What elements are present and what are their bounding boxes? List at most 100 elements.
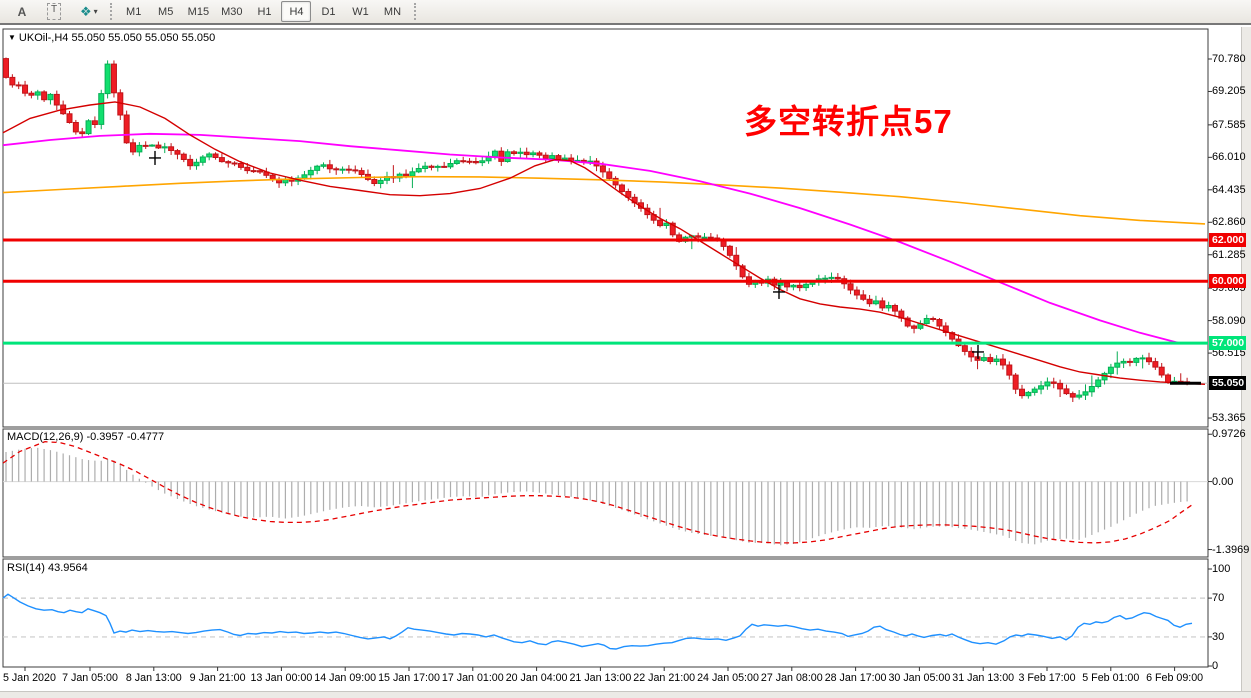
candle-body [1069, 393, 1076, 398]
timeframe-button-M5[interactable]: M5 [158, 5, 174, 18]
timeframe-button-M15[interactable]: M15 [187, 5, 210, 18]
candle-body [784, 282, 791, 288]
right-scroll-strip[interactable] [1241, 27, 1251, 697]
rsi-line [2, 593, 1193, 650]
timeframe-button-D1[interactable]: D1 [321, 5, 336, 18]
timeframe-button-W1[interactable]: W1 [352, 5, 369, 18]
candle-body [618, 184, 625, 192]
candle-body [231, 162, 238, 165]
candle-body [66, 113, 73, 124]
candle-body [352, 169, 359, 172]
candle-body [733, 254, 740, 267]
candle-body [123, 114, 130, 144]
axis-tick-label: 56.515 [1212, 347, 1246, 360]
candle-body [1152, 361, 1159, 368]
candle-body [523, 151, 530, 156]
candle-body [269, 174, 276, 180]
time-axis-label: 22 Jan 21:00 [633, 672, 696, 684]
candle-body [180, 153, 187, 160]
candle-body [333, 168, 340, 171]
axis-tick-label: 0 [1212, 660, 1219, 673]
candle-body [625, 191, 632, 198]
candle-body [345, 168, 352, 171]
axis-tick-label: 70.780 [1212, 52, 1246, 65]
candle-body [453, 160, 460, 164]
candle-body [377, 179, 384, 184]
candle-body [237, 163, 244, 168]
candle-body [307, 169, 314, 176]
timeframe-button-H4[interactable]: H4 [281, 1, 312, 22]
axis-tick-label: 100 [1212, 562, 1231, 575]
time-axis: 5 Jan 2020 7 Jan 05:00 8 Jan 13:00 9 Jan 21… [0, 670, 1251, 690]
axis-tick-label: 30 [1212, 630, 1225, 643]
candle-body [1114, 362, 1121, 368]
axis-tick-label: 67.585 [1212, 118, 1246, 131]
candle-body [796, 284, 803, 289]
toolbar-grip [414, 3, 417, 20]
candle-body [695, 235, 702, 238]
arrows-style-icon: ❖ [80, 3, 92, 19]
rsi-pane [2, 558, 1209, 668]
candle-body [403, 173, 410, 177]
candle-body [41, 91, 48, 101]
time-axis-label: 6 Feb 09:00 [1146, 672, 1204, 684]
candle-body [853, 289, 860, 296]
text-box-tool-button[interactable]: T [39, 1, 69, 22]
axis-tick-label: 70 [1212, 592, 1225, 605]
text-label-tool-button[interactable]: A [17, 4, 27, 19]
candle-body [1057, 382, 1064, 390]
candle-body [999, 358, 1006, 366]
candle-body [993, 358, 1000, 363]
time-axis-label: 31 Jan 13:00 [952, 672, 1015, 684]
time-axis-label: 15 Jan 17:00 [378, 672, 440, 684]
candle-body [472, 161, 479, 164]
timeframe-button-M30[interactable]: M30 [221, 5, 243, 18]
candle-body [606, 171, 613, 179]
timeframe-button-M1[interactable]: M1 [126, 5, 142, 18]
candle-body [1088, 386, 1095, 393]
candle-body [885, 305, 892, 309]
candle-body [98, 93, 105, 125]
axis-tick-label: 0.00 [1212, 475, 1234, 488]
candle-body [161, 146, 168, 149]
candle-body [987, 357, 994, 363]
candle-body [225, 161, 232, 164]
candle-body [466, 160, 473, 163]
macd-pane [2, 428, 1209, 558]
chart-title: ▼ UKOil-,H4 55.050 55.050 55.050 55.050 [8, 32, 215, 44]
candle-body [701, 236, 708, 239]
candle-body [511, 151, 517, 155]
timeframe-button-H1[interactable]: H1 [257, 5, 272, 18]
candle-body [174, 150, 181, 155]
candle-body [320, 164, 327, 167]
candle-body [860, 294, 867, 300]
candle-body [1082, 391, 1089, 396]
ma-slow-orange-line [2, 175, 1206, 225]
candle-body [491, 150, 498, 157]
candle-body [968, 350, 975, 358]
time-axis-label: 27 Jan 08:00 [760, 672, 823, 684]
candle-body [206, 153, 213, 158]
candle-body [72, 122, 79, 133]
candle-body [1076, 394, 1083, 398]
candle-body [130, 142, 136, 153]
candle-body [1120, 360, 1127, 364]
candle-body [212, 153, 219, 158]
time-axis-label: 9 Jan 21:00 [189, 672, 246, 684]
candle-body [1012, 374, 1019, 390]
bottom-scroll-strip[interactable] [0, 691, 1251, 698]
axis-tick-label: 69.205 [1212, 85, 1246, 98]
candle-body [834, 276, 841, 280]
chevron-down-icon: ▾ [93, 7, 98, 16]
candle-body [923, 318, 930, 324]
axis-tick-label: 61.285 [1212, 248, 1246, 261]
candle-body [904, 317, 911, 327]
candle-body [47, 93, 54, 101]
candle-body [1031, 388, 1038, 393]
object-style-button[interactable]: ❖ ▾ [71, 1, 103, 22]
axis-tick-label: -1.3969 [1212, 543, 1250, 556]
candle-body [1107, 366, 1114, 374]
timeframe-button-MN[interactable]: MN [383, 5, 402, 18]
candle-body [15, 84, 22, 87]
